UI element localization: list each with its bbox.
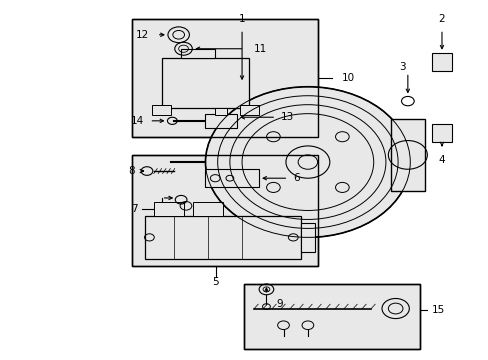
Bar	[205, 169, 259, 187]
Text: 8: 8	[128, 166, 135, 176]
Bar	[431, 125, 451, 142]
Text: 5: 5	[212, 277, 219, 287]
Text: 9: 9	[276, 299, 282, 309]
Bar	[244, 284, 419, 348]
Bar	[152, 105, 171, 116]
Text: 14: 14	[131, 116, 144, 126]
Circle shape	[205, 87, 409, 237]
Bar	[132, 19, 317, 137]
Text: 15: 15	[431, 305, 445, 315]
Bar	[431, 53, 451, 71]
Text: 7: 7	[131, 204, 138, 214]
Bar	[132, 155, 317, 266]
Bar	[193, 202, 222, 216]
Bar	[161, 58, 249, 108]
Text: 11: 11	[254, 44, 267, 54]
Text: 10: 10	[341, 73, 354, 83]
Bar	[205, 114, 237, 128]
Text: 3: 3	[398, 62, 405, 72]
Text: 2: 2	[438, 14, 445, 24]
Text: 4: 4	[438, 155, 445, 165]
Text: 13: 13	[281, 112, 294, 122]
Text: 1: 1	[238, 14, 245, 24]
Bar	[390, 119, 424, 191]
Bar	[154, 202, 183, 216]
Text: 6: 6	[293, 173, 299, 183]
Bar	[132, 155, 317, 266]
Bar	[300, 223, 315, 252]
Bar	[244, 284, 419, 348]
Bar	[239, 105, 259, 116]
Bar	[144, 216, 300, 259]
Text: 12: 12	[136, 30, 149, 40]
Bar	[215, 108, 227, 116]
Bar	[181, 49, 215, 58]
Bar	[132, 19, 317, 137]
